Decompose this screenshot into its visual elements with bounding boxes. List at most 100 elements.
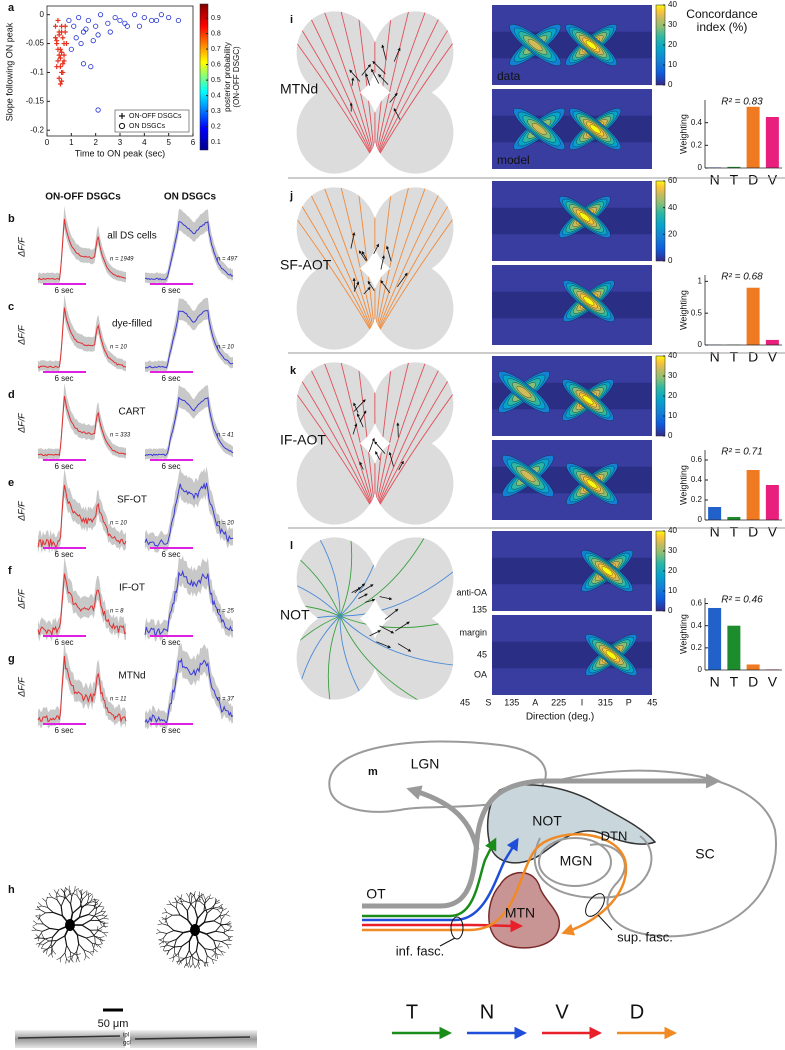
y-tick-label: margin	[459, 627, 487, 637]
dendrite	[213, 939, 222, 942]
mgn-arc	[533, 835, 653, 899]
dendrite	[60, 899, 65, 907]
dendrite	[87, 892, 90, 897]
dendrite	[77, 957, 80, 963]
x-tick-label: D	[748, 172, 758, 188]
dendrite	[213, 940, 217, 948]
motion-arrow	[372, 60, 386, 75]
x-tick-label: 225	[551, 697, 566, 707]
dendrite	[86, 892, 92, 896]
row-name: all DS cells	[107, 231, 156, 242]
dendrite	[197, 910, 205, 919]
motion-arrow	[351, 77, 355, 86]
dendrite	[93, 902, 97, 910]
dendrite	[224, 928, 230, 932]
stimulus-label: 6 sec	[161, 286, 180, 295]
point	[88, 64, 94, 70]
motion-arrow	[359, 461, 364, 470]
dendrite	[215, 902, 221, 905]
stimulus-label: 6 sec	[54, 638, 73, 647]
retina-lobe	[372, 262, 454, 350]
point	[60, 69, 66, 75]
dendrite	[204, 948, 208, 956]
node-label: sup. fasc.	[617, 929, 673, 944]
dendrite	[97, 926, 103, 931]
bar	[746, 664, 760, 670]
dendrite	[197, 964, 200, 969]
column-header: ON DSGCs	[164, 192, 217, 203]
v-path	[362, 919, 523, 933]
dendrite	[227, 936, 232, 941]
motion-arrow	[376, 641, 391, 648]
flow-line	[285, 526, 341, 617]
point	[149, 17, 155, 24]
bar	[708, 607, 722, 670]
colorbar-title: index (%)	[697, 20, 748, 34]
dendrite	[160, 931, 167, 934]
dendrite	[228, 926, 232, 931]
dendrite	[101, 914, 107, 917]
dendrite	[188, 892, 191, 898]
t-path	[362, 837, 497, 918]
point	[95, 107, 101, 113]
colorbar	[655, 180, 666, 262]
y-axis-label: Weighting	[678, 465, 688, 505]
heatmap-band	[492, 115, 652, 143]
n-label: n = 10	[110, 521, 128, 527]
colorbar-tick-label: 0.6	[211, 61, 221, 68]
motion-arrow	[353, 402, 359, 413]
leader	[439, 937, 456, 947]
dendrite	[180, 898, 183, 905]
heatmap-contour	[583, 296, 595, 306]
dendrite	[70, 903, 74, 914]
dendrite	[60, 888, 65, 893]
dendrite	[169, 938, 177, 943]
trace-band	[38, 639, 126, 729]
dendrite	[197, 895, 203, 899]
colorbar-tick-label: 0.5	[211, 77, 221, 84]
x-tick-label: 6	[191, 138, 196, 147]
colorbar-tick-label: 30	[668, 371, 677, 380]
colorbar-tick-label: 40	[668, 526, 677, 535]
dendrite	[87, 901, 94, 904]
dendrite	[211, 959, 214, 965]
panel-label: m	[368, 766, 378, 778]
dendrite	[164, 950, 170, 952]
motion-arrow	[389, 92, 398, 103]
dendrite	[192, 963, 196, 968]
heatmap	[492, 89, 652, 169]
dendrite	[68, 890, 73, 897]
dendrite	[225, 914, 231, 917]
motion-arrow	[394, 621, 410, 632]
dendrite	[63, 894, 69, 900]
colorbar-tick-label: 20	[668, 566, 677, 575]
dendrite	[165, 914, 167, 920]
flow-line	[285, 603, 341, 617]
dendrite	[183, 963, 187, 968]
flow-line	[337, 351, 376, 514]
trace-band	[145, 209, 233, 284]
dendrite	[67, 955, 73, 958]
dendrite	[176, 901, 183, 906]
dendrite	[88, 893, 93, 898]
dendrite	[100, 907, 104, 912]
y-tick-label: 0	[698, 163, 703, 172]
dendrite	[220, 951, 224, 956]
dendrite	[208, 897, 214, 900]
dendrite	[51, 952, 53, 958]
x-tick-label: V	[768, 524, 778, 540]
heatmap-contour	[579, 212, 591, 222]
bar	[765, 485, 779, 520]
legend-marker	[119, 113, 125, 119]
dendrite	[226, 923, 232, 926]
point	[53, 35, 59, 41]
dendrite	[51, 950, 53, 956]
dendrite	[176, 901, 178, 909]
dendrite	[190, 892, 192, 898]
dendrite	[221, 941, 227, 945]
colorbar-tick-label: 0.8	[211, 30, 221, 37]
point	[124, 23, 130, 29]
flow-line	[301, 0, 376, 163]
flow-line	[327, 615, 341, 711]
dendrite	[215, 899, 220, 903]
